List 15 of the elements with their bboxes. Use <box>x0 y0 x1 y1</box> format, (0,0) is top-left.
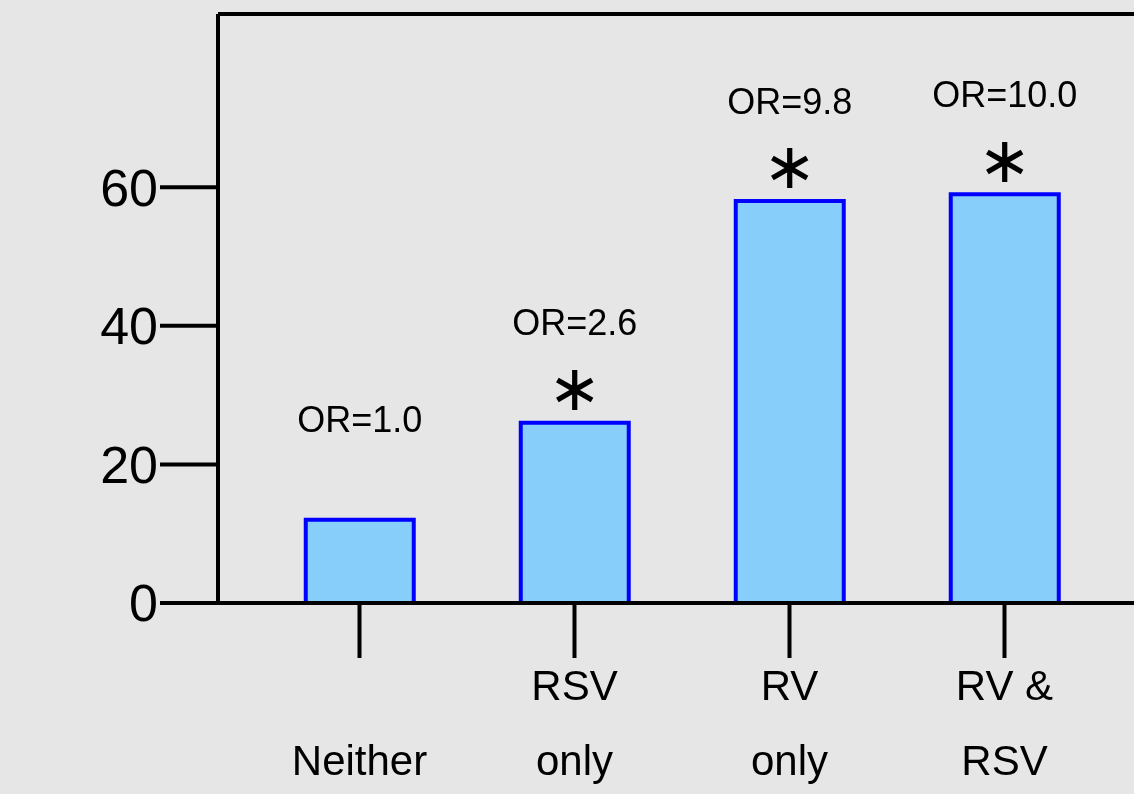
annotation: OR=10.0 <box>932 73 1078 115</box>
annotation: ∗ <box>977 122 1032 197</box>
annotation: OR=2.6 <box>512 302 638 344</box>
y-tick-label: 40 <box>100 297 158 356</box>
y-tick-label: 0 <box>129 574 158 633</box>
x-tick-label: Neither <box>291 737 428 784</box>
annotation: ∗ <box>762 129 817 204</box>
annotation: ∗ <box>547 351 602 426</box>
annotation: OR=1.0 <box>297 399 423 441</box>
x-tick-label: RV only <box>750 662 829 784</box>
x-tick-label: RSV only <box>531 662 618 784</box>
y-tick-label: 20 <box>100 435 158 494</box>
x-tick-label: RV & RSV <box>955 662 1054 784</box>
y-tick-label: 60 <box>100 158 158 217</box>
annotation: OR=9.8 <box>727 80 853 122</box>
